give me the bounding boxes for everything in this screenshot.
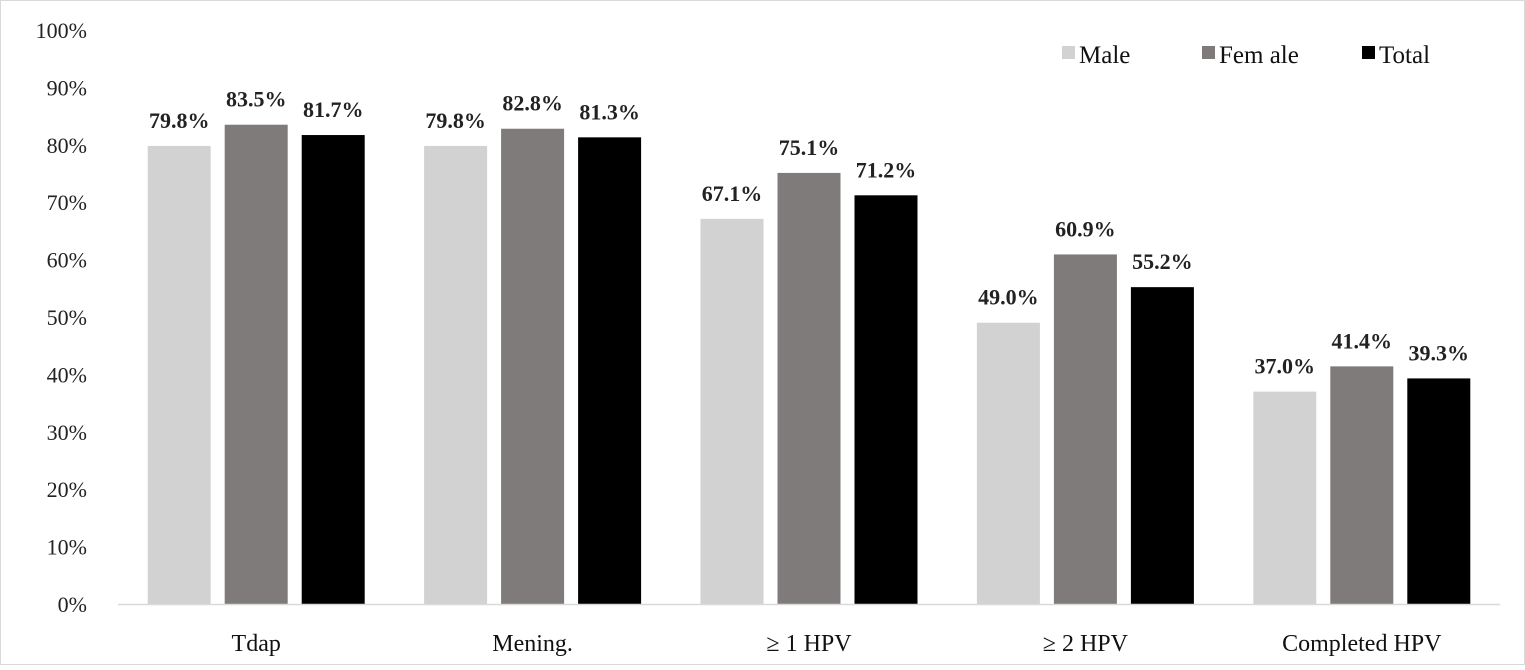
bar-female — [224, 124, 288, 605]
data-label: 71.2% — [856, 157, 917, 182]
data-label: 39.3% — [1409, 340, 1470, 365]
legend-swatch — [1202, 46, 1215, 59]
x-axis: Tdap Mening. ≥ 1 HPV ≥ 2 HPV Completed HPV — [232, 631, 1443, 657]
bar-female — [777, 172, 841, 604]
bar-male — [424, 145, 488, 604]
y-tick-label: 90% — [47, 75, 87, 100]
bar-total — [1130, 287, 1194, 604]
bar-male — [1253, 391, 1317, 604]
y-tick-label: 0% — [58, 592, 87, 617]
data-label: 60.9% — [1055, 216, 1116, 241]
bar-female — [501, 128, 565, 604]
data-label: 55.2% — [1132, 249, 1193, 274]
y-tick-label: 20% — [47, 477, 87, 502]
y-tick-label: 60% — [47, 248, 87, 273]
x-tick-label: Mening. — [492, 631, 573, 657]
legend-swatch — [1062, 46, 1075, 59]
x-tick-label: Tdap — [232, 631, 281, 657]
data-label: 49.0% — [978, 285, 1039, 310]
bar-male — [700, 218, 764, 604]
y-tick-label: 50% — [47, 305, 87, 330]
x-tick-label: ≥ 2 HPV — [1043, 631, 1129, 657]
data-labels-group: 79.8% 83.5% 81.7% 79.8% 82.8% 81.3% 67.1% 75.1%… — [149, 87, 1469, 379]
bar-male — [976, 322, 1040, 604]
y-tick-label: 80% — [47, 133, 87, 158]
legend-label: Total — [1379, 42, 1430, 69]
y-tick-label: 30% — [47, 420, 87, 445]
bar-total — [301, 135, 365, 605]
x-tick-label: Completed HPV — [1282, 631, 1442, 657]
y-tick-label: 70% — [47, 190, 87, 215]
y-tick-label: 40% — [47, 362, 87, 387]
legend-label: Male — [1079, 42, 1130, 69]
data-label: 82.8% — [502, 91, 563, 116]
bar-female — [1330, 366, 1394, 604]
data-label: 81.7% — [303, 97, 364, 122]
legend: Male Fem ale Total — [1062, 42, 1430, 69]
bar-total — [578, 137, 642, 604]
legend-label: Fem ale — [1219, 42, 1299, 69]
data-label: 37.0% — [1255, 354, 1316, 379]
y-tick-label: 10% — [47, 535, 87, 560]
data-label: 75.1% — [779, 135, 840, 160]
legend-swatch — [1362, 46, 1375, 59]
bars-group — [147, 124, 1471, 605]
x-tick-label: ≥ 1 HPV — [766, 631, 852, 657]
data-label: 83.5% — [226, 87, 287, 112]
y-axis: 0% 10% 20% 30% 40% 50% 60% 70% 80% 90% 100% — [36, 18, 87, 617]
data-label: 41.4% — [1332, 328, 1393, 353]
data-label: 79.8% — [149, 108, 210, 133]
bar-male — [147, 145, 211, 604]
data-label: 81.3% — [579, 99, 640, 124]
data-label: 67.1% — [702, 181, 763, 206]
bar-total — [854, 195, 918, 604]
bar-total — [1407, 378, 1471, 604]
data-label: 79.8% — [425, 108, 486, 133]
y-tick-label: 100% — [36, 18, 87, 43]
bar-female — [1053, 254, 1117, 604]
